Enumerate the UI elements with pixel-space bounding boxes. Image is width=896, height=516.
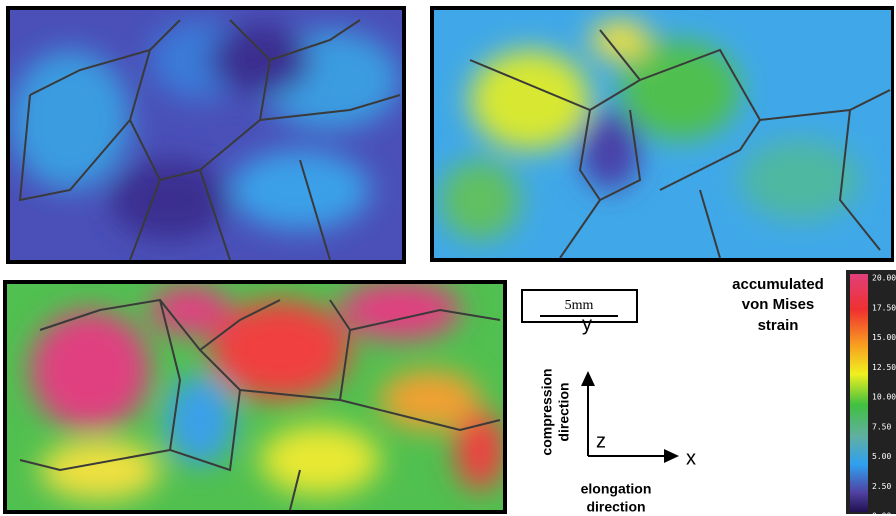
strain-map-low: [6, 6, 406, 264]
elongation-label: direction: [586, 499, 645, 515]
elongation-label: elongation: [581, 481, 652, 497]
colorbar-tick-label: 15.00: [872, 333, 896, 342]
colorbar-tick-label: 10.00: [872, 393, 896, 402]
strain-map-high: [3, 280, 507, 514]
scale-bar: 5mm: [521, 289, 638, 323]
x-axis-label: x: [686, 447, 696, 469]
colorbar-tick-label: 7.50: [872, 422, 891, 431]
colorbar-tick-label: 12.50: [872, 363, 896, 372]
colorbar-tick-label: 5.00: [872, 452, 891, 461]
colorbar-tick-label: 2.50: [872, 482, 891, 491]
legend-title: strain: [758, 317, 799, 334]
colorbar-tick-label: 20.00: [872, 274, 896, 283]
colorbar-tick-label: 0.00: [872, 512, 891, 516]
scale-bar-label: 5mm: [565, 298, 594, 313]
legend-title: von Mises: [742, 296, 815, 313]
colorbar-legend: accumulated von Mises strain 20.00 17.50 1…: [732, 270, 896, 516]
orientation-axes: y z x compression direction elongation d…: [539, 313, 696, 514]
compression-label: compression: [539, 368, 555, 455]
strain-map-mid: [430, 6, 894, 262]
legend-title: accumulated: [732, 276, 824, 293]
colorbar-tick-label: 17.50: [872, 303, 896, 312]
y-axis-label: y: [582, 313, 592, 335]
compression-label: direction: [556, 382, 572, 441]
z-axis-label: z: [596, 430, 606, 452]
